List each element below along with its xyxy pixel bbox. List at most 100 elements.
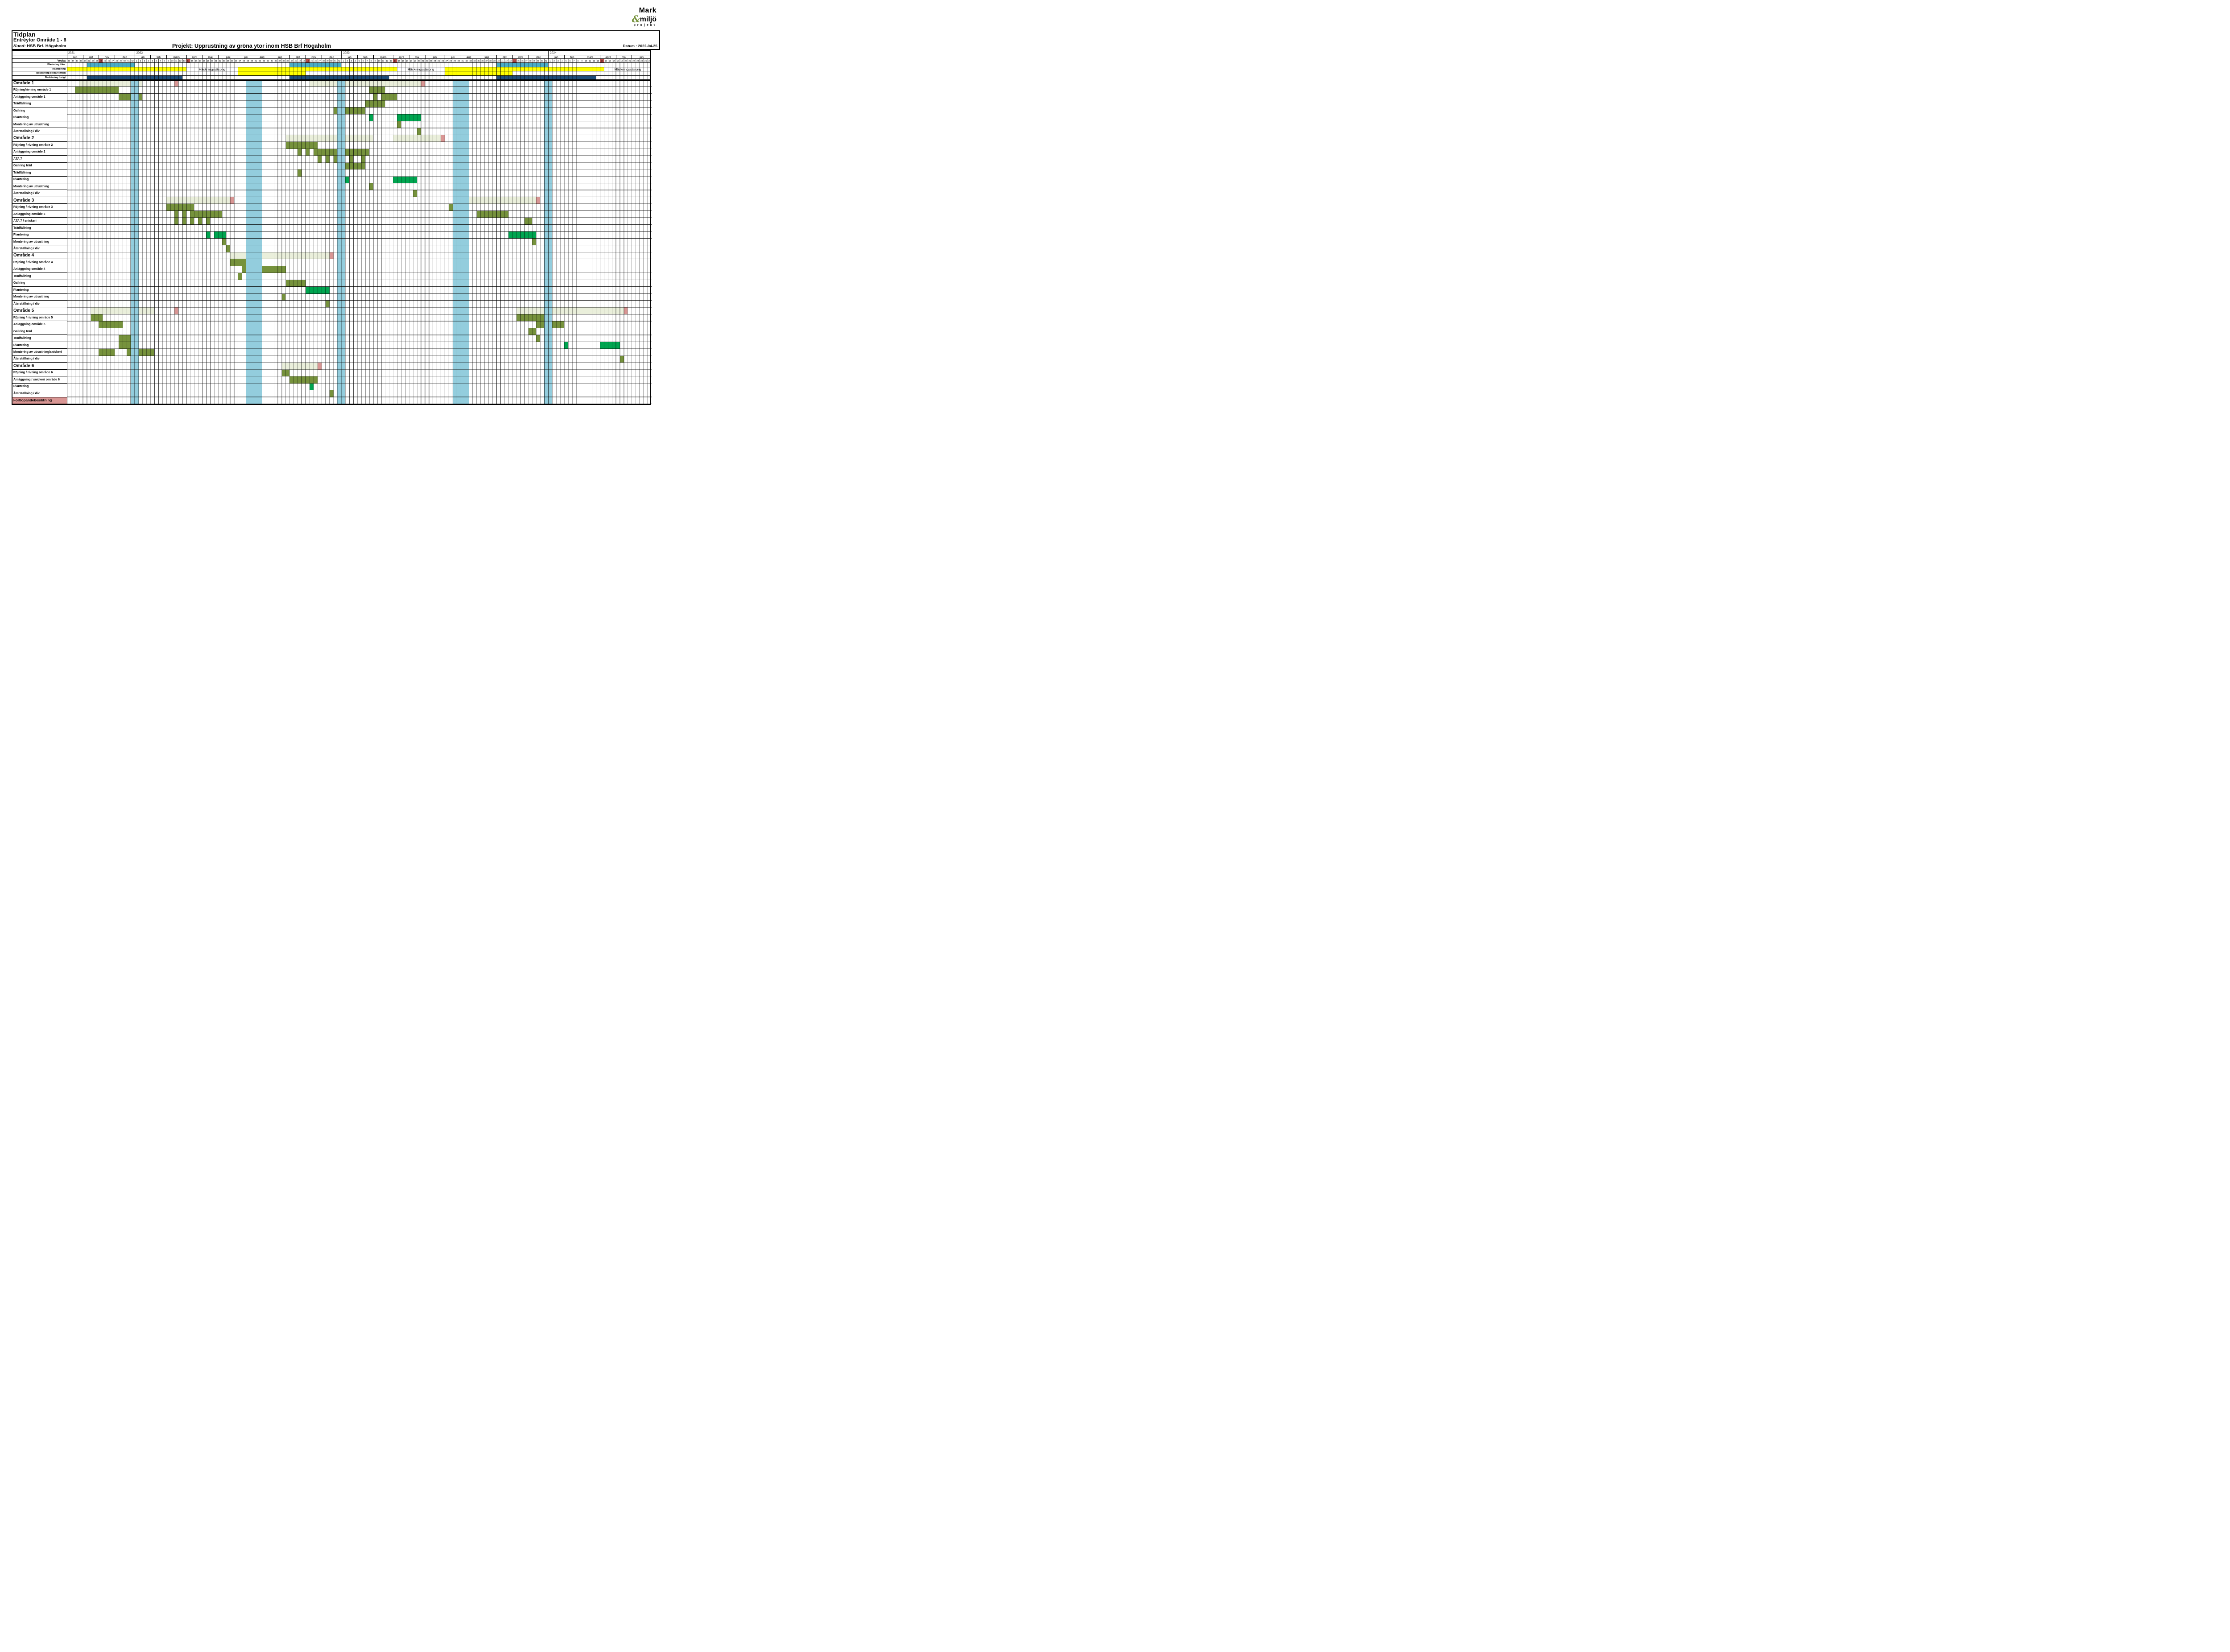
gantt-bar-olive xyxy=(532,238,537,246)
section-row: Område 5 xyxy=(12,307,650,314)
week-cell: 1 xyxy=(136,60,137,62)
week-cell: 30 xyxy=(457,60,460,62)
task-row: Trädfällning xyxy=(12,169,650,177)
week-cell: 7 xyxy=(573,60,575,62)
gantt-bar-pink xyxy=(174,80,178,87)
gantt-bar-pink xyxy=(536,197,541,204)
task-row: Plantering xyxy=(12,287,650,294)
week-cell: 42 xyxy=(91,60,94,62)
week-cell: 16 xyxy=(195,60,198,62)
month-cell: dec xyxy=(321,55,342,59)
task-row: Plantering xyxy=(12,342,650,349)
month-label: april xyxy=(191,55,197,59)
month-cell: okt xyxy=(496,55,512,59)
week-cell: 3 xyxy=(144,60,145,62)
gantt-bar-olive xyxy=(361,156,365,163)
gantt-bar-olive xyxy=(118,335,131,342)
week-cell: 11 xyxy=(382,60,384,62)
section-row: Område 6 xyxy=(12,363,650,370)
week-cell: 40 xyxy=(290,60,293,62)
calendar-bottom-rule xyxy=(12,80,650,81)
task-label: Gallring xyxy=(12,280,67,287)
week-cell: 11 xyxy=(589,60,591,62)
task-label: Gallring träd xyxy=(12,328,67,335)
week-cell: 26 xyxy=(648,60,651,62)
week-cell: 45 xyxy=(103,60,106,62)
week-cell: 2 xyxy=(140,60,141,62)
gantt-bar-olive xyxy=(262,266,286,273)
week-cell: 26 xyxy=(235,60,237,62)
week-cell: 46 xyxy=(107,60,110,62)
week-cell: 37 xyxy=(278,60,281,62)
week-cell: 43 xyxy=(302,60,305,62)
task-row: Röjning / rivning område 6 xyxy=(12,369,650,377)
task-row: Återställning / div xyxy=(12,355,650,363)
week-cell: 6 xyxy=(569,60,571,62)
week-cell: 45 xyxy=(517,60,520,62)
gantt-bar-olive xyxy=(226,245,230,252)
month-label: dec xyxy=(329,55,334,59)
month-label: sep xyxy=(484,55,489,59)
gantt-bar-green xyxy=(508,231,537,239)
task-label: Montering av utrustning xyxy=(12,183,67,190)
week-cell: 1 xyxy=(343,60,344,62)
week-row-label: Vecka xyxy=(57,59,66,62)
week-cell: 50 xyxy=(123,60,126,62)
week-cell: 20 xyxy=(624,60,627,62)
task-label: Montering av utrustning/snickeri xyxy=(12,349,67,356)
calendar-bar-yellow xyxy=(238,67,397,71)
task-row: Gallring xyxy=(12,280,650,287)
task-row: Återställning / div xyxy=(12,245,650,252)
week-cell: 18 xyxy=(203,60,206,62)
calendar-row: Plantering lökar xyxy=(12,63,650,67)
gantt-bar-olive xyxy=(349,156,354,163)
season-label: Häckningssäsong xyxy=(198,67,226,71)
month-label: feb xyxy=(570,55,574,59)
project-title: Projekt: Upprustning av gröna ytor inom … xyxy=(172,43,331,49)
calendar-row-label: Beskärning blödare (träd) xyxy=(36,72,66,74)
month-cell: maj xyxy=(202,55,218,59)
client-name: HSB Brf. Högaholm xyxy=(27,44,66,49)
week-cell: 9 xyxy=(168,60,169,62)
week-cell: 24 xyxy=(640,60,643,62)
week-cell: 43 xyxy=(95,60,98,62)
task-row: Montering av utrustning xyxy=(12,293,650,301)
month-cell: mars xyxy=(373,55,393,59)
gantt-bar-sage xyxy=(393,135,441,142)
month-cell: april xyxy=(393,55,409,59)
task-label: Trädfällning xyxy=(12,273,67,280)
week-cell: 43 xyxy=(509,60,512,62)
section-label: Område 3 xyxy=(12,197,67,204)
week-cell: 39 xyxy=(79,60,82,62)
gantt-bar-green xyxy=(564,342,568,349)
week-cell: 10 xyxy=(171,60,173,62)
week-cell: 36 xyxy=(481,60,484,62)
calendar-bar-yellow xyxy=(238,71,306,75)
week-cell-highlight: 44 xyxy=(306,59,310,62)
week-cell: 10 xyxy=(378,60,380,62)
gantt-bar-olive xyxy=(166,204,194,211)
month-cell: juni xyxy=(218,55,238,59)
week-cell: 38 xyxy=(489,60,492,62)
month-label: okt xyxy=(89,55,93,59)
task-row: Montering av utrustning xyxy=(12,238,650,246)
week-cell: 12 xyxy=(593,60,595,62)
company-logo: Mark &miljö projekt xyxy=(632,7,657,27)
task-label: Montering av utrustning xyxy=(12,238,67,246)
task-row: Gallring träd xyxy=(12,328,650,335)
month-label: maj xyxy=(415,55,420,59)
task-label: Plantering xyxy=(12,114,67,121)
month-cell: sep xyxy=(476,55,497,59)
task-row: Montering av utrustning xyxy=(12,183,650,190)
gantt-bar-olive xyxy=(91,314,103,322)
gantt-bar-pink xyxy=(624,307,628,314)
gantt-bar-olive xyxy=(174,211,178,218)
month-cell: jan xyxy=(548,55,564,59)
week-cell: 8 xyxy=(577,60,579,62)
week-cell: 23 xyxy=(429,60,432,62)
calendar-row-label: Beskärning övrigt xyxy=(45,76,66,79)
calendar-bar-yellow xyxy=(445,71,512,75)
month-cell: feb xyxy=(150,55,166,59)
gantt-bar-olive xyxy=(365,100,385,107)
month-cell: nov xyxy=(99,55,115,59)
